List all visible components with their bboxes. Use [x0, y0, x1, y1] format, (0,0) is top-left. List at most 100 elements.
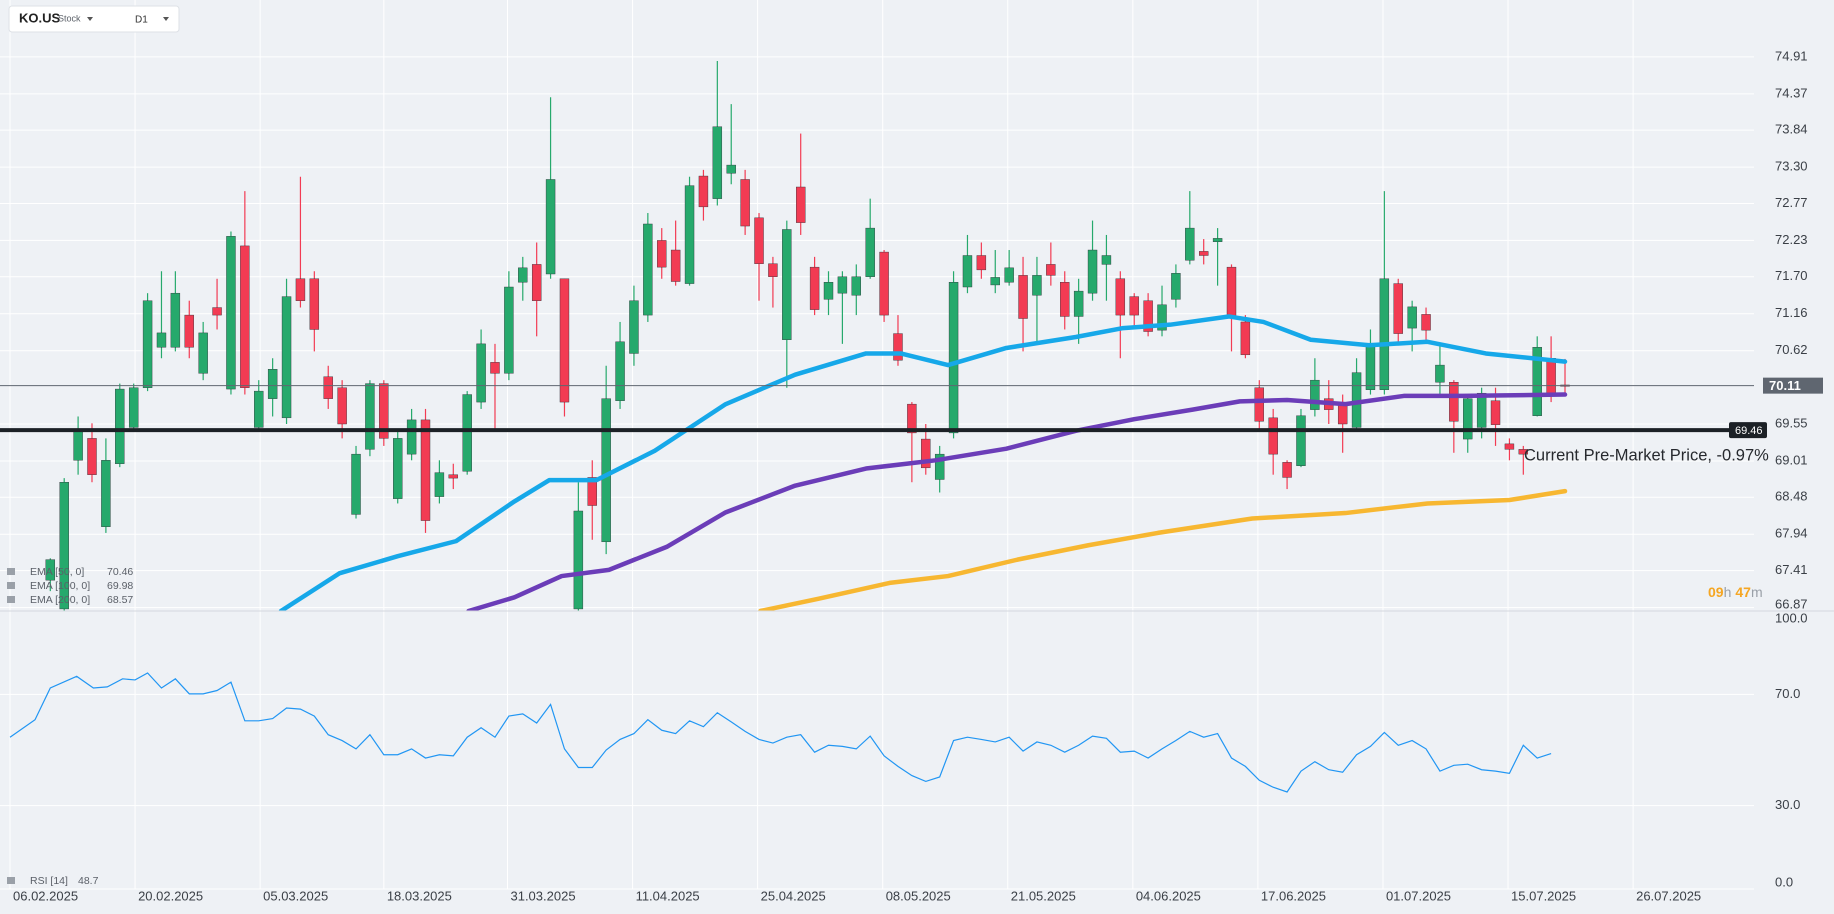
- candle-body: [1393, 283, 1403, 334]
- candle-body: [615, 341, 625, 401]
- candle-body: [267, 369, 278, 399]
- symbol-box[interactable]: KO.US Stock D1: [8, 5, 180, 33]
- candle-body: [420, 419, 431, 521]
- candle-body: [476, 343, 486, 403]
- candle-body: [1407, 306, 1417, 329]
- candle-body: [865, 227, 875, 277]
- candle-body: [1490, 400, 1501, 425]
- candle-body: [323, 376, 333, 399]
- candle-body: [782, 229, 792, 340]
- candle-body: [796, 186, 806, 223]
- candle-body: [629, 300, 639, 354]
- y-tick-label: 73.30: [1775, 159, 1808, 174]
- x-tick-label: 18.03.2025: [387, 888, 452, 903]
- dropdown-arrow[interactable]: [163, 17, 169, 21]
- candle-body: [684, 185, 695, 284]
- candle-body: [128, 387, 139, 428]
- candle-body: [1435, 364, 1445, 383]
- candle-body: [1060, 282, 1070, 317]
- candle-body: [1296, 415, 1306, 466]
- symbol-kind: Stock: [58, 13, 81, 23]
- legend-name: EMA [50, 0]: [30, 566, 84, 578]
- candle-body: [1421, 314, 1431, 331]
- candle-body: [1504, 443, 1515, 450]
- candle-body: [198, 332, 208, 374]
- x-tick-label: 11.04.2025: [636, 888, 700, 903]
- candle-body: [1268, 417, 1278, 455]
- candle-body: [921, 438, 931, 469]
- candle-body: [976, 255, 987, 271]
- candle-body: [823, 282, 834, 300]
- grid: [0, 0, 1754, 890]
- candle-body: [1018, 275, 1028, 319]
- candle-body: [545, 179, 556, 275]
- candle-body: [1171, 273, 1181, 300]
- candle-body: [1254, 387, 1264, 422]
- countdown-m: m: [1751, 584, 1763, 600]
- candle-body: [726, 164, 736, 174]
- y-tick-label: 74.91: [1775, 48, 1808, 63]
- price-tag-label: 70.11: [1769, 378, 1801, 393]
- candle-body: [393, 438, 403, 499]
- candle-body: [837, 276, 848, 294]
- rsi-panel: [9, 672, 1552, 793]
- y-tick-label: 70.62: [1775, 342, 1808, 357]
- y-tick-label: 69.01: [1775, 452, 1808, 467]
- y-tick-label: 73.84: [1775, 122, 1808, 137]
- candle-body: [1449, 382, 1459, 422]
- candle-body: [1032, 275, 1042, 296]
- candle-body: [1129, 296, 1139, 316]
- dropdown-arrow[interactable]: [87, 17, 93, 21]
- legend-name: EMA [100, 0]: [30, 580, 90, 592]
- candle-body: [101, 460, 111, 527]
- y-tick-label: 100.0: [1775, 610, 1808, 625]
- candle-body: [990, 277, 1000, 286]
- candle-body: [893, 333, 903, 361]
- rsi-line: [9, 672, 1552, 793]
- candle-body: [142, 300, 153, 388]
- legend-value: 68.57: [107, 594, 133, 606]
- legend-value: 69.98: [107, 580, 133, 592]
- y-tick-label: 0.0: [1775, 874, 1793, 889]
- y-tick-label: 30.0: [1775, 797, 1800, 812]
- candle-body: [670, 249, 681, 282]
- candle-body: [962, 255, 973, 288]
- candle-body: [87, 438, 97, 475]
- x-tick-label: 26.07.2025: [1636, 888, 1701, 903]
- x-tick-label: 15.07.2025: [1511, 888, 1576, 903]
- symbol-box-bg: [8, 5, 180, 33]
- candle-body: [1073, 290, 1084, 317]
- candle-body: [934, 453, 945, 480]
- y-tick-label: 67.94: [1775, 526, 1808, 541]
- y-tick-label: 68.48: [1775, 489, 1808, 504]
- candle-body: [768, 263, 778, 277]
- candle-body: [1282, 462, 1292, 478]
- candle-body: [59, 482, 69, 610]
- candle-body: [337, 387, 347, 425]
- legend-value: 70.46: [107, 566, 133, 578]
- y-tick-label: 74.37: [1775, 85, 1808, 100]
- candle-body: [1365, 342, 1376, 390]
- countdown-hours: 09: [1708, 584, 1724, 600]
- legend-icon: [7, 568, 15, 575]
- candle-body: [73, 430, 83, 461]
- candle-body: [1463, 398, 1473, 440]
- legend-name: RSI [14]: [30, 875, 68, 887]
- candle-body: [226, 236, 236, 390]
- y-tick-label: 72.23: [1775, 232, 1808, 247]
- candle-body: [879, 251, 889, 316]
- candle-body: [643, 223, 653, 316]
- candle-body: [712, 126, 723, 199]
- x-tick-label: 21.05.2025: [1011, 888, 1076, 903]
- candle-body: [281, 296, 292, 419]
- y-tick-label: 70.0: [1775, 686, 1800, 701]
- candle-body: [351, 453, 361, 515]
- x-tick-label: 05.03.2025: [263, 888, 328, 903]
- candle-body: [1337, 403, 1348, 425]
- candle-body: [1101, 255, 1112, 265]
- candle-body: [740, 179, 750, 227]
- candle-body: [1087, 249, 1098, 294]
- ema-line: [466, 392, 1568, 611]
- y-tick-label: 71.16: [1775, 305, 1808, 320]
